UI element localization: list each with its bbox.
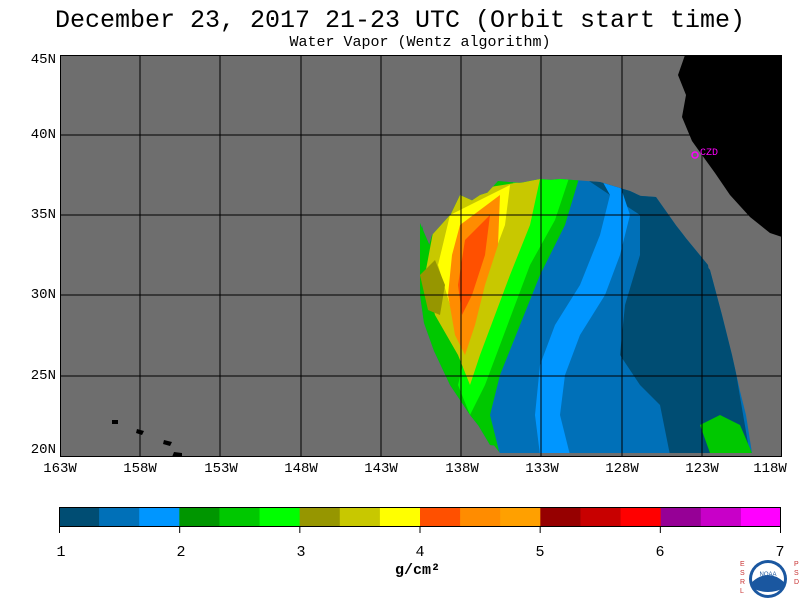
- colorbar-label-2: 2: [176, 544, 186, 561]
- north-america-land: [678, 55, 782, 237]
- lon-label-128w: 128W: [605, 461, 639, 477]
- colorbar-bin: [219, 507, 261, 527]
- lat-label-25n: 25N: [30, 368, 56, 384]
- colorbar-label-3: 3: [296, 544, 306, 561]
- lon-label-163w: 163W: [43, 461, 77, 477]
- colorbar-frame: [59, 507, 781, 527]
- map-frame: [60, 55, 782, 457]
- hawaii-island-kauai: [112, 420, 118, 424]
- lat-label-20n: 20N: [30, 442, 56, 458]
- lat-label-35n: 35N: [30, 207, 56, 223]
- noaa-logo-text: NOAA: [759, 572, 776, 578]
- lat-label-40n: 40N: [30, 127, 56, 143]
- colorbar-bins: [59, 507, 781, 527]
- colorbar-bin: [179, 507, 220, 527]
- colorbar-label-6: 6: [655, 544, 665, 561]
- lon-label-158w: 158W: [123, 461, 157, 477]
- water-vapor-map: CZD: [60, 55, 782, 457]
- lat-label-45n: 45N: [30, 52, 56, 68]
- colorbar-bin: [700, 507, 742, 527]
- colorbar-bin: [59, 507, 100, 527]
- hawaii-island-big-island: [172, 452, 182, 457]
- colorbar-bin: [540, 507, 581, 527]
- lat-lon-grid: [60, 55, 782, 457]
- lat-label-30n: 30N: [30, 287, 56, 303]
- lon-label-118w: 118W: [753, 461, 787, 477]
- hawaii-island-maui: [163, 440, 172, 446]
- lon-label-148w: 148W: [284, 461, 318, 477]
- lon-label-133w: 133W: [525, 461, 559, 477]
- colorbar-label-4: 4: [415, 544, 425, 561]
- colorbar-bin: [500, 507, 541, 527]
- colorbar-bin: [460, 507, 501, 527]
- colorbar-bin: [339, 507, 381, 527]
- colorbar-label-7: 7: [775, 544, 785, 561]
- colorbar-label-5: 5: [535, 544, 545, 561]
- colorbar-bin: [139, 507, 180, 527]
- colorbar-bin: [620, 507, 662, 527]
- station-label: CZD: [700, 148, 718, 159]
- colorbar-label-1: 1: [56, 544, 66, 561]
- colorbar-ticks: [59, 527, 781, 533]
- station-marker-icon: [691, 151, 699, 159]
- colorbar-bin: [660, 507, 702, 527]
- colorbar-bin: [379, 507, 421, 527]
- lon-label-138w: 138W: [445, 461, 479, 477]
- colorbar-bin: [580, 507, 622, 527]
- colorbar-units: g/cm²: [395, 562, 441, 579]
- map-title: December 23, 2017 21-23 UTC (Orbit start…: [54, 6, 746, 35]
- colorbar: [59, 507, 781, 533]
- lon-label-143w: 143W: [364, 461, 398, 477]
- map-subtitle: Water Vapor (Wentz algorithm): [289, 34, 551, 51]
- colorbar-bin: [740, 507, 781, 527]
- colorbar-bin: [420, 507, 461, 527]
- colorbar-bin: [99, 507, 140, 527]
- colorbar-bin: [299, 507, 341, 527]
- colorbar-bin: [259, 507, 301, 527]
- lon-label-123w: 123W: [685, 461, 719, 477]
- lon-label-153w: 153W: [204, 461, 238, 477]
